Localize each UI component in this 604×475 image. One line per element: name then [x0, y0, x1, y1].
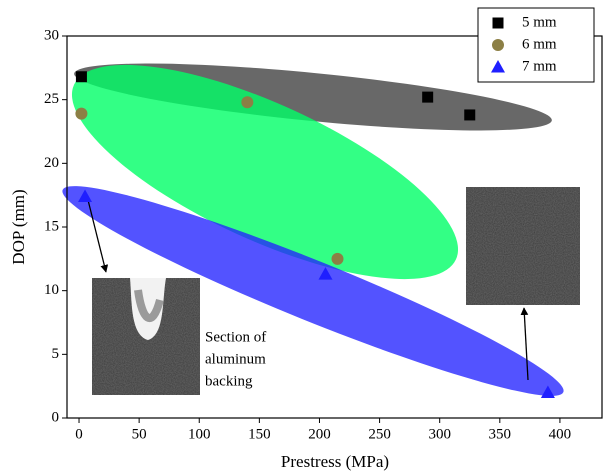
- point: [75, 71, 87, 83]
- x-tick-label: 0: [75, 426, 83, 442]
- arrow: [87, 199, 109, 273]
- group-ellipse: [71, 64, 459, 280]
- legend-marker: [492, 39, 504, 51]
- legend-marker: [492, 17, 504, 29]
- y-tick-label: 20: [44, 155, 59, 171]
- y-tick-label: 5: [52, 346, 60, 362]
- point: [464, 109, 476, 121]
- x-tick-label: 350: [489, 426, 512, 442]
- x-tick-label: 200: [308, 426, 331, 442]
- x-tick-label: 50: [132, 426, 147, 442]
- point: [318, 267, 333, 280]
- section-image: [92, 278, 200, 395]
- point: [75, 107, 88, 120]
- overlays: [62, 63, 580, 396]
- y-tick-label: 10: [44, 282, 59, 298]
- legend-label: 6 mm: [522, 36, 557, 52]
- y-tick-label: 25: [44, 91, 59, 107]
- section-image: [466, 187, 580, 305]
- point: [241, 96, 254, 109]
- annotation: Section of: [205, 329, 266, 345]
- x-axis-title: Prestress (MPa): [281, 452, 389, 471]
- y-tick-label: 15: [44, 218, 59, 234]
- arrow: [520, 307, 529, 381]
- y-axis-title: DOP (mm): [9, 189, 28, 264]
- x-tick-label: 300: [428, 426, 451, 442]
- annotation: backing: [205, 373, 253, 389]
- y-tick-label: 0: [52, 409, 60, 425]
- y-tick-label: 30: [44, 27, 59, 43]
- x-tick-label: 400: [549, 426, 572, 442]
- x-tick-label: 150: [248, 426, 271, 442]
- point: [422, 91, 434, 103]
- point: [540, 385, 555, 399]
- annotation: aluminum: [205, 351, 266, 367]
- legend-label: 5 mm: [522, 14, 557, 30]
- legend-label: 7 mm: [522, 58, 557, 74]
- point: [78, 189, 93, 202]
- group-ellipse: [62, 186, 564, 396]
- point: [331, 252, 344, 265]
- legend-marker: [491, 60, 505, 73]
- x-tick-label: 250: [368, 426, 391, 442]
- x-tick-label: 100: [188, 426, 211, 442]
